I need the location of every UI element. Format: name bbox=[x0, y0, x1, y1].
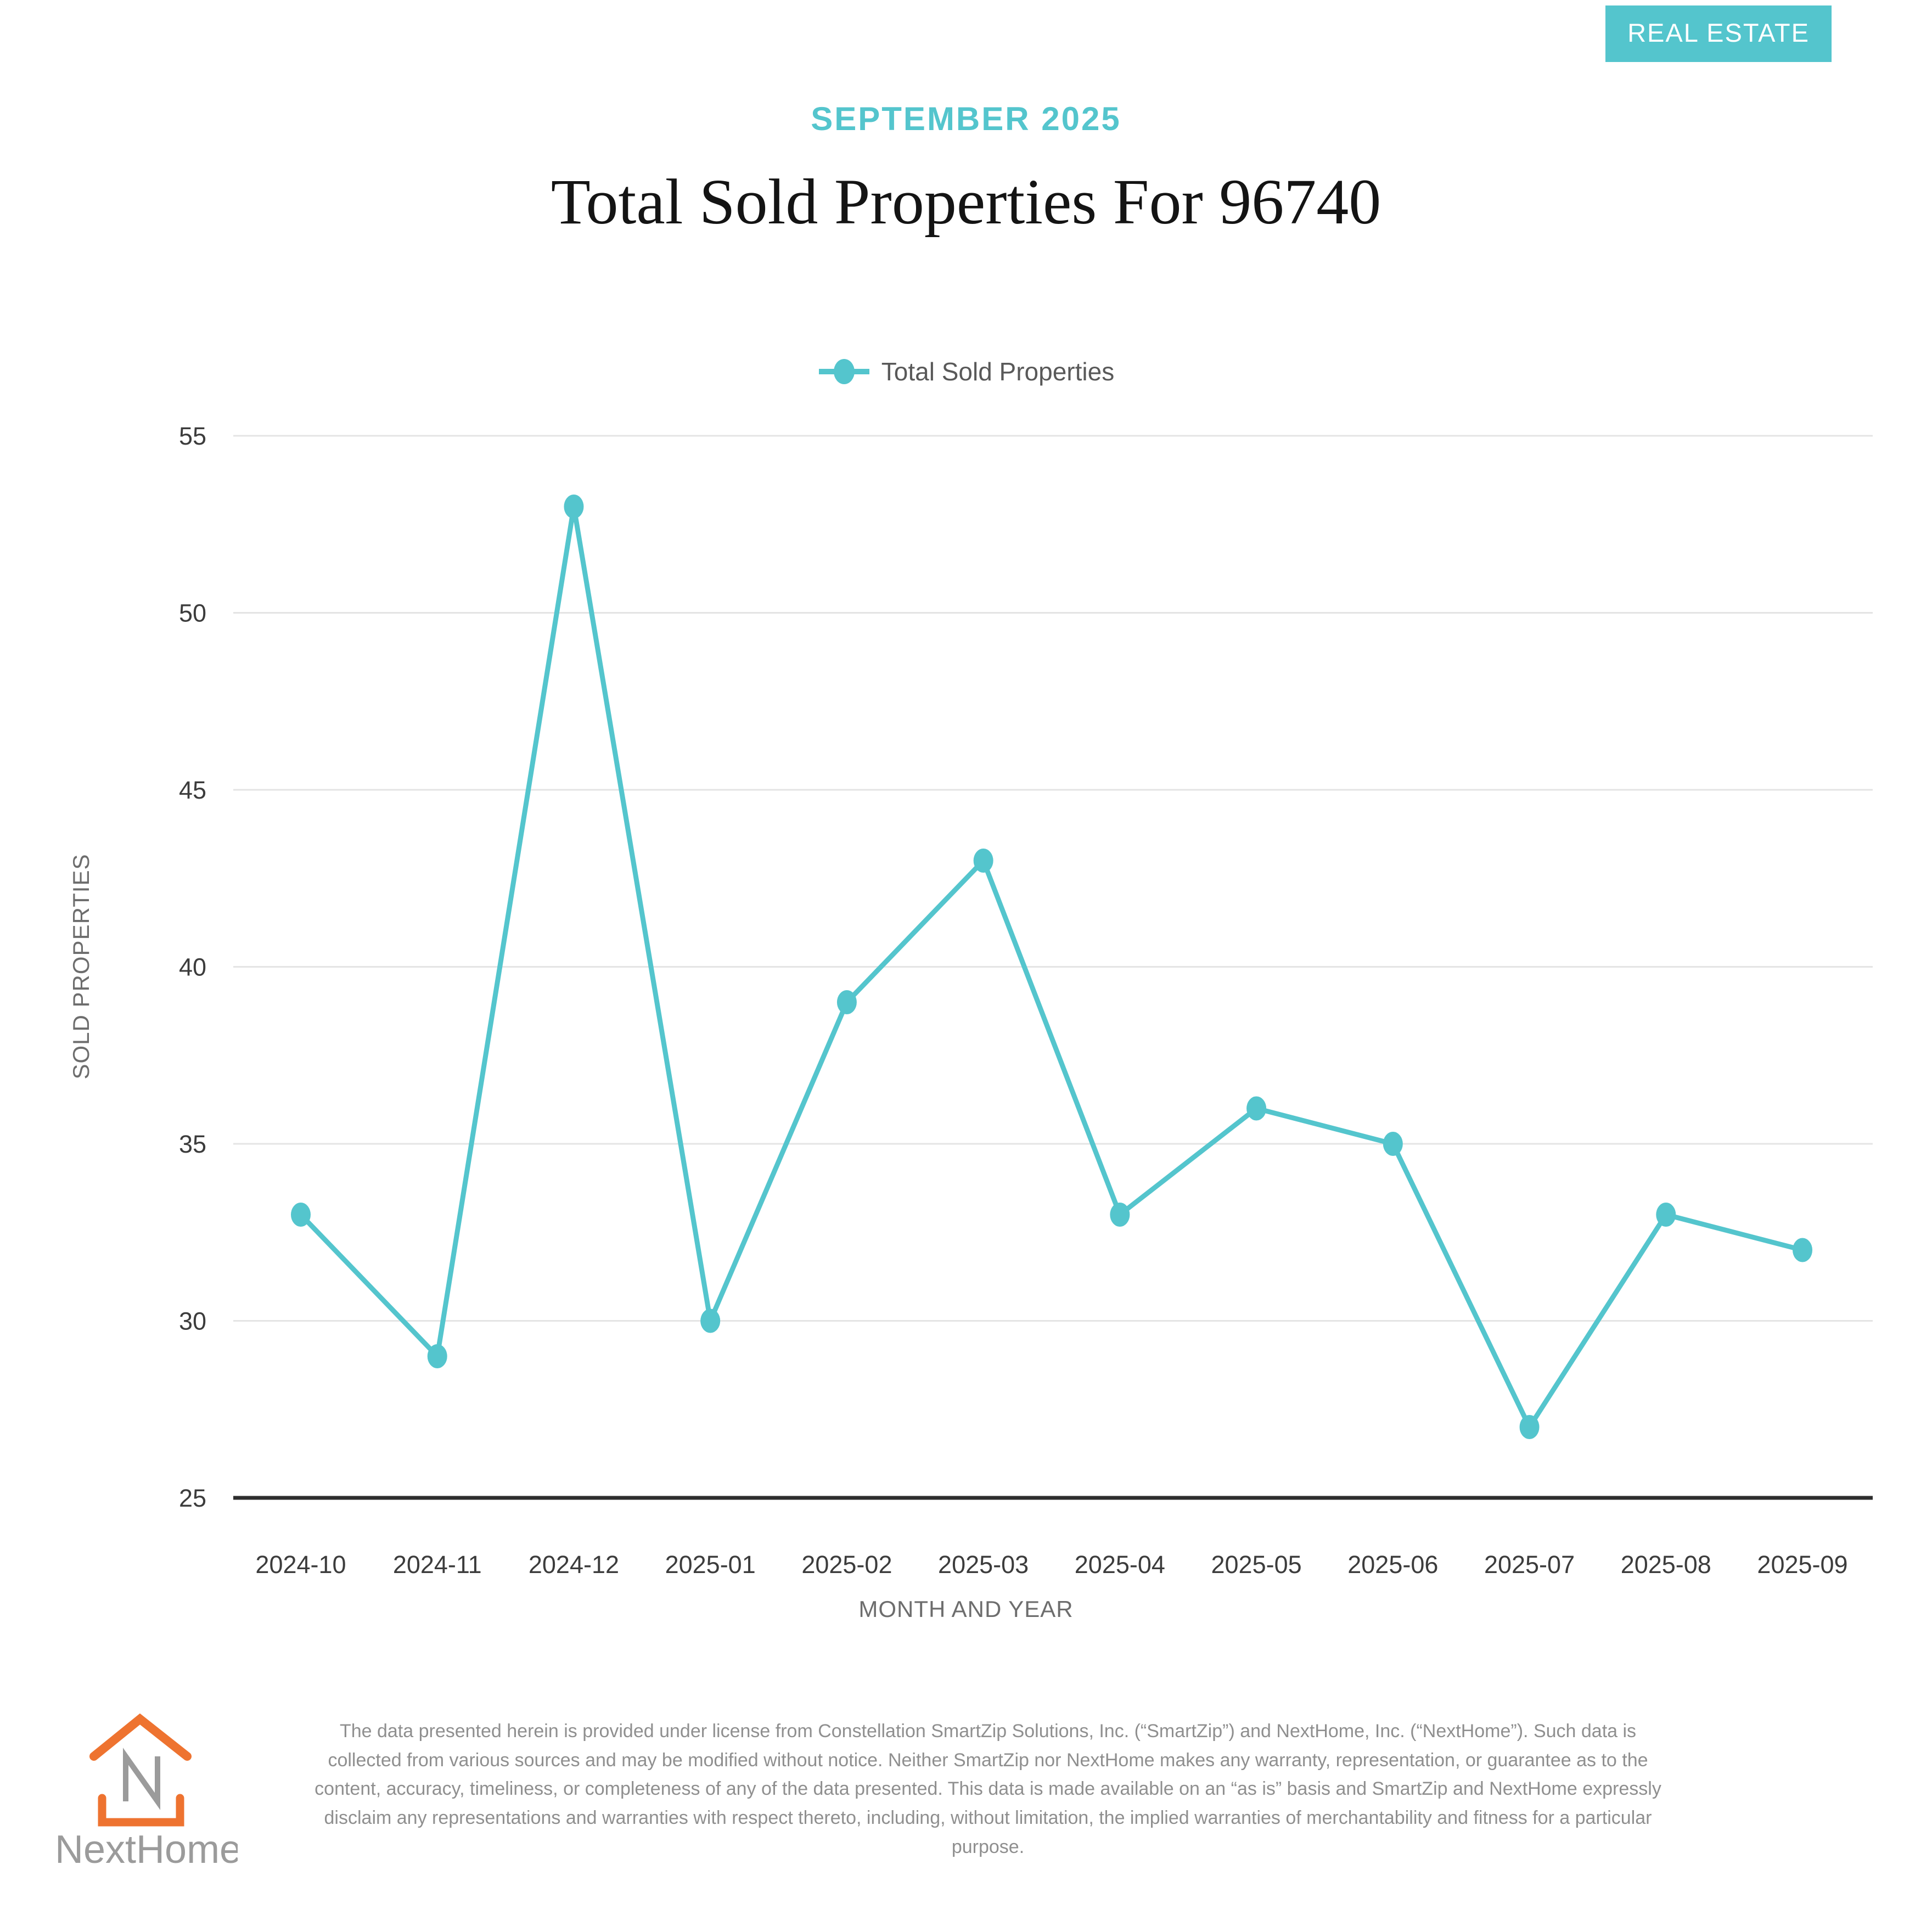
y-tick-label: 40 bbox=[179, 953, 206, 981]
data-point bbox=[1519, 1415, 1540, 1439]
x-tick-label: 2025-01 bbox=[665, 1551, 756, 1579]
x-tick-label: 2025-03 bbox=[938, 1551, 1029, 1579]
x-tick-label: 2025-02 bbox=[801, 1551, 892, 1579]
logo-roof-icon bbox=[89, 1713, 192, 1761]
x-tick-label: 2024-12 bbox=[529, 1551, 619, 1579]
legend-label: Total Sold Properties bbox=[881, 357, 1115, 386]
data-point bbox=[700, 1308, 721, 1333]
x-tick-label: 2025-07 bbox=[1484, 1551, 1575, 1579]
nexthome-logo: NextHome® bbox=[55, 1713, 238, 1872]
x-tick-label: 2024-11 bbox=[393, 1551, 482, 1579]
x-tick-label: 2024-10 bbox=[255, 1551, 346, 1579]
y-tick-label: 35 bbox=[179, 1130, 206, 1158]
disclaimer-text: The data presented herein is provided un… bbox=[314, 1721, 1661, 1857]
x-tick-label: 2025-05 bbox=[1211, 1551, 1302, 1579]
data-point bbox=[427, 1344, 447, 1368]
y-tick-label: 25 bbox=[179, 1484, 206, 1512]
x-tick-label: 2025-06 bbox=[1347, 1551, 1438, 1579]
x-tick-label: 2025-04 bbox=[1075, 1551, 1165, 1579]
data-point bbox=[973, 849, 993, 873]
y-tick-label: 45 bbox=[179, 776, 206, 804]
logo-base-icon bbox=[98, 1794, 184, 1827]
x-tick-label: 2025-08 bbox=[1621, 1551, 1711, 1579]
data-point bbox=[1793, 1238, 1812, 1262]
real-estate-badge: REAL ESTATE bbox=[1605, 5, 1832, 62]
data-point bbox=[291, 1203, 311, 1227]
x-tick-label: 2025-09 bbox=[1757, 1551, 1847, 1579]
legend-marker-icon bbox=[818, 359, 869, 384]
y-tick-label: 30 bbox=[179, 1307, 206, 1335]
report-month-kicker: SEPTEMBER 2025 bbox=[811, 100, 1121, 137]
data-point bbox=[1110, 1203, 1130, 1227]
data-point bbox=[564, 495, 584, 519]
data-point bbox=[836, 990, 857, 1014]
series-line bbox=[298, 504, 1805, 1430]
data-point bbox=[1383, 1132, 1403, 1156]
logo-wordmark: NextHome® bbox=[55, 1828, 238, 1872]
data-point bbox=[1246, 1096, 1267, 1121]
page-title: Total Sold Properties For 96740 bbox=[551, 166, 1381, 238]
data-point bbox=[1656, 1203, 1676, 1227]
y-axis-title: SOLD PROPERTIES bbox=[68, 853, 94, 1080]
chart-legend: Total Sold Properties bbox=[0, 354, 1932, 389]
y-tick-label: 55 bbox=[179, 422, 206, 450]
y-tick-label: 50 bbox=[179, 599, 206, 627]
x-axis-title: MONTH AND YEAR bbox=[858, 1596, 1074, 1622]
logo-n-icon bbox=[123, 1748, 160, 1810]
